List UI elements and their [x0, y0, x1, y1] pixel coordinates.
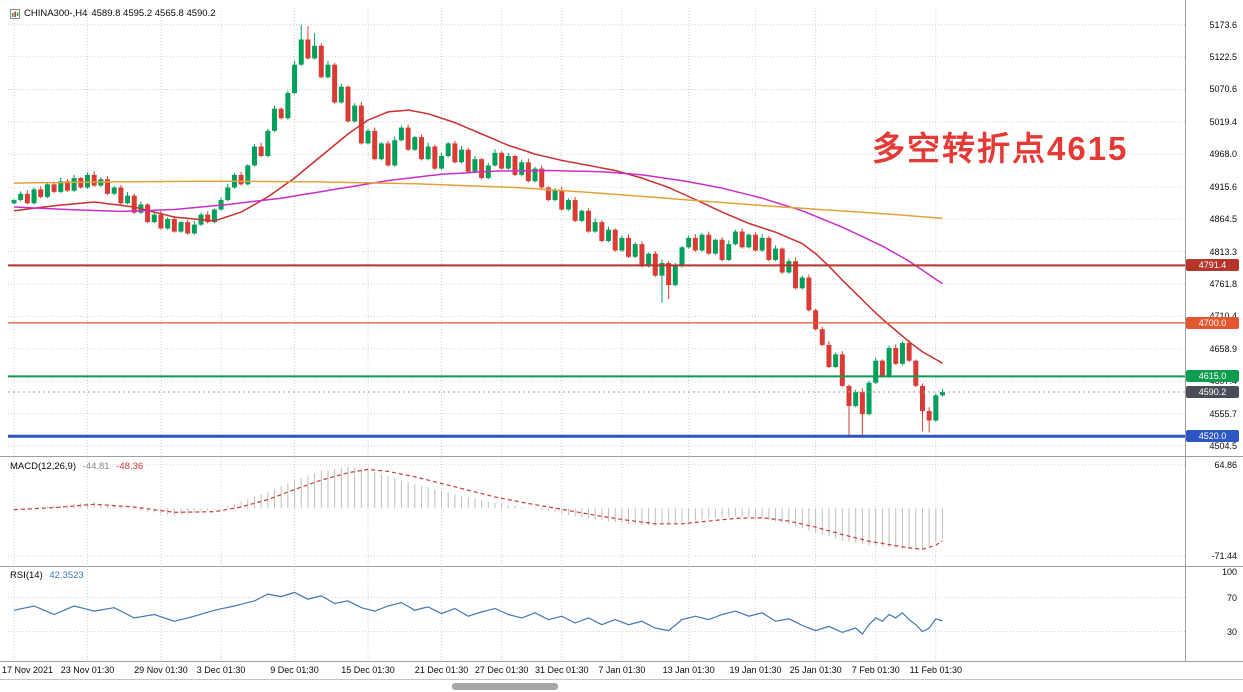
scrollbar-thumb[interactable] [452, 683, 558, 690]
panel-separators [0, 456, 1243, 662]
rsi-indicator-label: RSI(14) 42.3523 [10, 570, 88, 581]
ma-slow-line [13, 180, 943, 220]
price-tag-4791.4[interactable]: 4791.4 [1186, 259, 1239, 272]
macd-name: MACD(12,26,9) [10, 461, 76, 472]
symbol-timeframe: CHINA300-,H4 [24, 8, 88, 19]
ma-fast-line [13, 109, 943, 364]
chart-icon [10, 8, 20, 19]
rsi-name: RSI(14) [10, 570, 43, 581]
chart-title: CHINA300-,H4 4589.8 4595.2 4565.8 4590.2 [10, 8, 216, 19]
annotation-text: 多空转折点4615 [872, 130, 1129, 167]
rsi-line [13, 591, 943, 635]
price-axis-scale[interactable] [1185, 0, 1243, 661]
macd-signal-value: -48.36 [116, 461, 144, 472]
macd-histogram [13, 466, 944, 550]
macd-main-value: -44.81 [82, 461, 110, 472]
horizontal-scrollbar[interactable] [0, 679, 1243, 692]
candles [11, 24, 946, 436]
macd-signal-line [13, 468, 943, 550]
price-tag-4615.0[interactable]: 4615.0 [1186, 370, 1239, 383]
grid [8, 8, 1185, 660]
ma-mid-line [13, 169, 943, 285]
ohlc-values: 4589.8 4595.2 4565.8 4590.2 [91, 8, 216, 19]
price-tag-4520.0[interactable]: 4520.0 [1186, 430, 1239, 443]
macd-indicator-label: MACD(12,26,9) -44.81 -48.36 [10, 461, 147, 472]
bid-price-tag: 4590.2 [1186, 386, 1239, 399]
price-tag-4700.0[interactable]: 4700.0 [1186, 316, 1239, 329]
rsi-value: 42.3523 [49, 570, 84, 581]
